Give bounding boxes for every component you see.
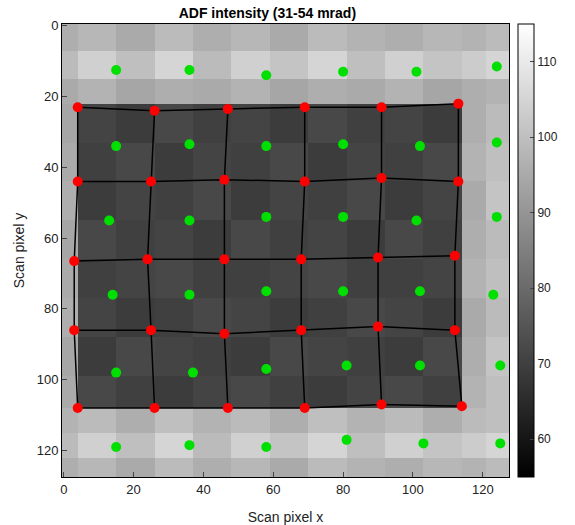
svg-text:100: 100 xyxy=(402,482,424,497)
svg-text:Scan pixel x: Scan pixel x xyxy=(248,509,323,525)
svg-text:0: 0 xyxy=(51,18,58,33)
svg-text:110: 110 xyxy=(537,55,556,69)
svg-text:120: 120 xyxy=(472,482,494,497)
svg-text:0: 0 xyxy=(60,482,67,497)
svg-text:20: 20 xyxy=(126,482,140,497)
svg-text:100: 100 xyxy=(37,372,59,387)
svg-text:80: 80 xyxy=(537,281,551,295)
svg-text:80: 80 xyxy=(44,301,58,316)
svg-text:100: 100 xyxy=(537,130,557,144)
svg-text:ADF intensity (31-54 mrad): ADF intensity (31-54 mrad) xyxy=(179,5,356,21)
svg-text:120: 120 xyxy=(37,443,59,458)
svg-text:40: 40 xyxy=(44,160,58,175)
svg-text:40: 40 xyxy=(196,482,210,497)
svg-text:20: 20 xyxy=(44,89,58,104)
svg-text:60: 60 xyxy=(44,231,58,246)
svg-text:90: 90 xyxy=(537,206,551,220)
svg-text:Scan pixel y: Scan pixel y xyxy=(11,213,27,288)
svg-text:60: 60 xyxy=(266,482,280,497)
svg-text:70: 70 xyxy=(537,357,551,371)
svg-text:60: 60 xyxy=(537,432,551,446)
svg-text:80: 80 xyxy=(336,482,350,497)
